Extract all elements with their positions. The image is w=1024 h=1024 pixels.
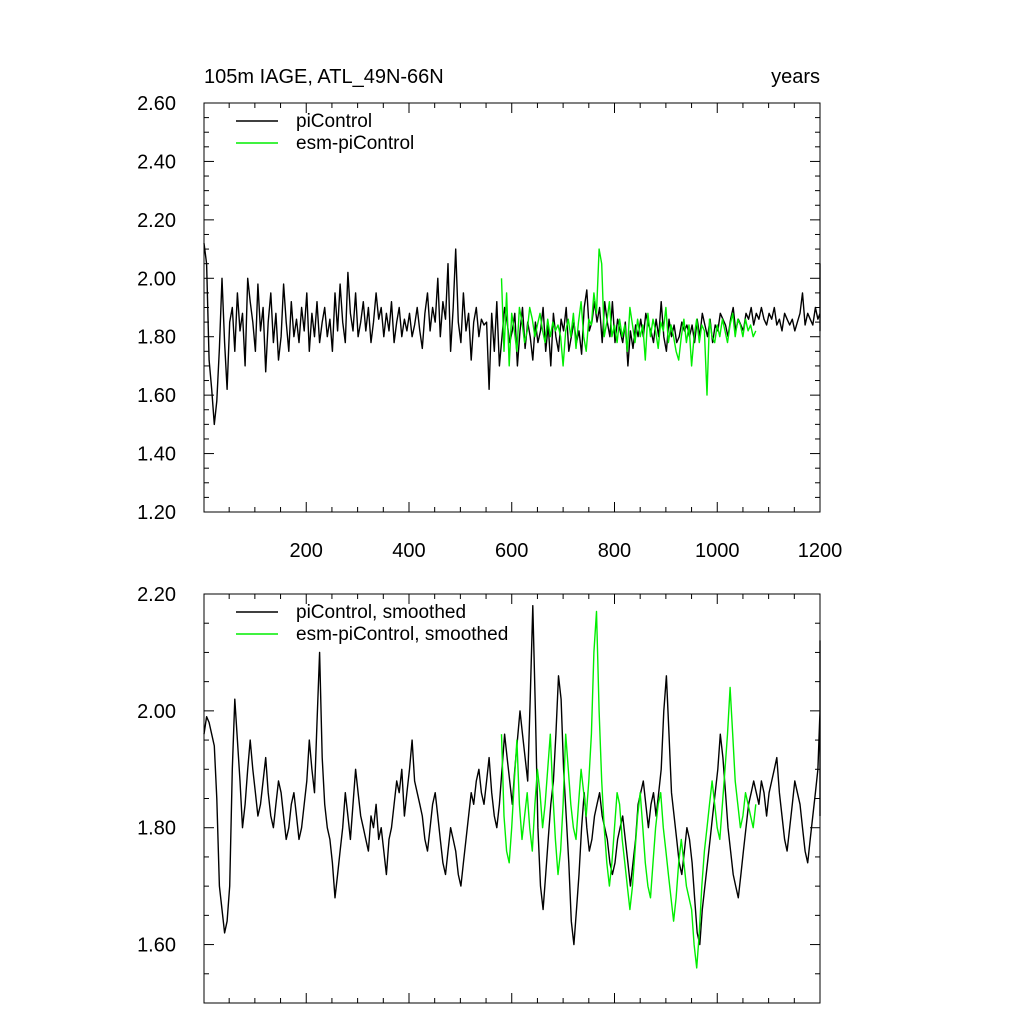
axis-ticks [204, 593, 821, 1004]
series-line-picontrol-smoothed [203, 605, 821, 946]
legend-label: piControl, smoothed [296, 602, 466, 623]
y-tick-label: 1.60 [137, 385, 176, 407]
x-tick-label: 1000 [695, 540, 740, 562]
x-tick-label: 1200 [798, 540, 843, 562]
legend-label: esm-piControl, smoothed [296, 624, 508, 645]
series-layer [203, 605, 821, 969]
x-tick-label: 600 [495, 540, 528, 562]
chart-title: 105m IAGE, ATL_49N-66N [204, 66, 444, 88]
x-tick-label: 200 [290, 540, 323, 562]
y-tick-label: 2.00 [137, 268, 176, 290]
axis-ticks [204, 102, 821, 513]
y-tick-label: 1.60 [137, 935, 176, 957]
series-line-picontrol [203, 243, 821, 426]
x-tick-label: 400 [392, 540, 425, 562]
legend-label: piControl [296, 111, 372, 132]
y-tick-label: 2.60 [137, 93, 176, 115]
panel-bottom: 1.60 1.80 2.00 2.20 piControl, smoothedesm-… [137, 584, 821, 1004]
y-tick-label: 1.40 [137, 444, 176, 466]
axis-tick-labels: 1.60 1.80 2.00 2.20 [137, 584, 176, 957]
y-tick-label: 1.80 [137, 818, 176, 840]
y-tick-label: 2.20 [137, 210, 176, 232]
units-label: years [771, 66, 820, 88]
plot-frame [203, 102, 821, 513]
panel-top: 105m IAGE, ATL_49N-66N years 1.20 1.40 1.6… [137, 66, 842, 562]
legend-label: esm-piControl [296, 133, 414, 154]
series-layer [203, 243, 821, 426]
y-tick-label: 1.20 [137, 502, 176, 524]
y-tick-label: 2.20 [137, 584, 176, 606]
y-tick-label: 2.00 [137, 701, 176, 723]
x-tick-label: 800 [598, 540, 631, 562]
y-tick-label: 1.80 [137, 327, 176, 349]
series-line-esm-picontrol [500, 248, 757, 396]
series-line-esm-picontrol-smoothed [500, 610, 757, 969]
y-tick-label: 2.40 [137, 151, 176, 173]
axis-tick-labels: 1.20 1.40 1.60 1.80 2.00 2.20 2.40 2.60 200 400 60… [137, 93, 842, 562]
